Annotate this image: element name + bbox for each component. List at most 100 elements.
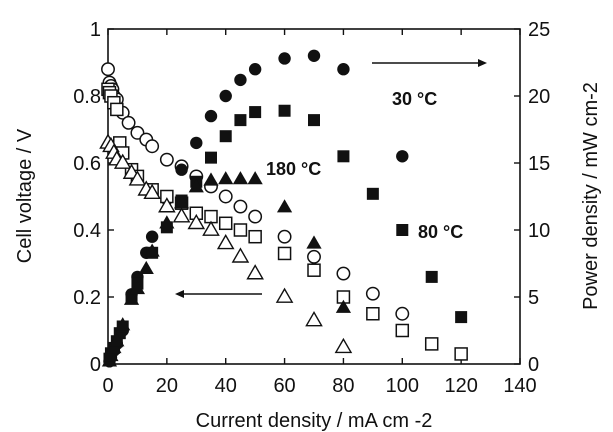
point-power-180c — [123, 291, 140, 305]
point-power-30c — [278, 52, 291, 65]
annotations-layer: 30 °C 80 °C 180 °C — [266, 89, 463, 242]
right-tick-label: 10 — [528, 220, 550, 242]
point-power-30c — [175, 163, 188, 176]
plot-frame — [107, 28, 521, 365]
right-tick-label: 15 — [528, 153, 550, 175]
point-power-80c — [396, 224, 409, 236]
left-tick-label: 0.4 — [73, 220, 101, 242]
arrow-left-axis-head — [175, 290, 184, 298]
arrow-right-axis-head — [478, 59, 487, 67]
point-voltage-180c — [143, 183, 161, 200]
annotation-180c: 180 °C — [266, 159, 321, 179]
x-axis-title: Current density / mA cm -2 — [196, 410, 433, 432]
point-voltage-180c — [187, 213, 206, 230]
point-power-180c — [232, 171, 249, 185]
point-power-30c — [190, 136, 203, 150]
point-voltage-80c — [424, 337, 439, 351]
point-voltage-30c — [159, 152, 174, 167]
point-voltage-180c — [275, 287, 294, 303]
point-power-80c — [425, 270, 438, 283]
point-voltage-80c — [395, 323, 410, 338]
point-power-180c — [109, 333, 125, 347]
point-voltage-180c — [216, 233, 235, 250]
point-voltage-180c — [305, 311, 323, 327]
point-voltage-30c — [307, 249, 321, 264]
point-power-30c — [396, 150, 409, 163]
point-voltage-180c — [128, 170, 147, 186]
point-power-180c — [106, 339, 122, 354]
point-power-180c — [203, 172, 219, 186]
point-voltage-30c — [336, 266, 351, 281]
point-voltage-30c — [395, 306, 410, 321]
x-tick-label: 60 — [273, 375, 295, 397]
point-power-80c — [308, 114, 320, 127]
x-tick-label: 140 — [503, 375, 536, 397]
annotation-30c: 30 °C — [392, 89, 437, 109]
point-power-180c — [173, 195, 190, 209]
point-voltage-180c — [113, 153, 132, 169]
point-power-180c — [159, 215, 175, 229]
x-tick-label: 100 — [386, 375, 419, 397]
point-power-80c — [234, 114, 247, 127]
right-tick-label: 25 — [528, 19, 550, 41]
x-tick-label: 20 — [156, 375, 178, 397]
point-power-180c — [188, 179, 204, 193]
point-power-180c — [103, 347, 119, 362]
right-axis-title: Power density / mW cm-2 — [580, 82, 602, 310]
x-tick-label: 80 — [332, 375, 354, 397]
point-voltage-80c — [248, 229, 262, 244]
point-voltage-180c — [334, 337, 353, 354]
point-power-30c — [307, 49, 321, 62]
left-tick-label: 1 — [90, 19, 101, 41]
point-power-180c — [129, 280, 146, 295]
x-tick-label: 0 — [102, 375, 113, 397]
left-axis-title: Cell voltage / V — [14, 128, 36, 263]
markers-layer — [99, 49, 468, 368]
point-power-180c — [144, 243, 160, 257]
point-power-80c — [366, 187, 379, 200]
left-tick-label: 0.2 — [73, 287, 101, 309]
point-power-30c — [248, 62, 262, 76]
x-tick-label: 40 — [215, 375, 237, 397]
left-tick-label: 0.8 — [73, 86, 101, 108]
point-power-80c — [205, 151, 217, 164]
point-power-80c — [249, 106, 262, 119]
point-power-30c — [219, 89, 232, 103]
point-power-80c — [455, 311, 468, 324]
point-voltage-180c — [231, 247, 250, 263]
point-power-180c — [335, 299, 352, 313]
point-voltage-30c — [365, 286, 380, 301]
arrows-layer — [175, 59, 487, 298]
point-voltage-80c — [307, 263, 321, 277]
point-voltage-30c — [121, 115, 136, 130]
point-voltage-30c — [248, 209, 263, 224]
point-voltage-80c — [366, 307, 380, 321]
point-voltage-80c — [110, 102, 124, 117]
point-power-80c — [337, 150, 350, 163]
point-power-180c — [276, 199, 293, 213]
left-tick-label: 0.6 — [73, 153, 101, 175]
point-voltage-180c — [246, 264, 264, 280]
point-power-30c — [204, 109, 218, 123]
x-tick-label: 120 — [444, 375, 477, 397]
point-power-180c — [218, 171, 234, 185]
point-voltage-180c — [172, 207, 191, 223]
point-voltage-30c — [218, 189, 233, 204]
point-voltage-30c — [101, 62, 115, 77]
point-voltage-180c — [202, 220, 220, 236]
left-tick-label: 0 — [90, 354, 101, 376]
point-power-80c — [278, 104, 291, 117]
point-power-180c — [138, 260, 154, 275]
plot-border — [107, 28, 521, 365]
point-voltage-80c — [277, 246, 292, 261]
point-voltage-80c — [454, 347, 468, 361]
point-voltage-180c — [158, 197, 176, 213]
point-power-30c — [145, 230, 159, 243]
point-power-180c — [115, 317, 131, 331]
point-power-80c — [219, 130, 232, 143]
right-tick-label: 20 — [528, 86, 550, 108]
point-power-180c — [247, 171, 263, 185]
point-voltage-80c — [233, 223, 248, 237]
point-voltage-80c — [218, 216, 233, 231]
